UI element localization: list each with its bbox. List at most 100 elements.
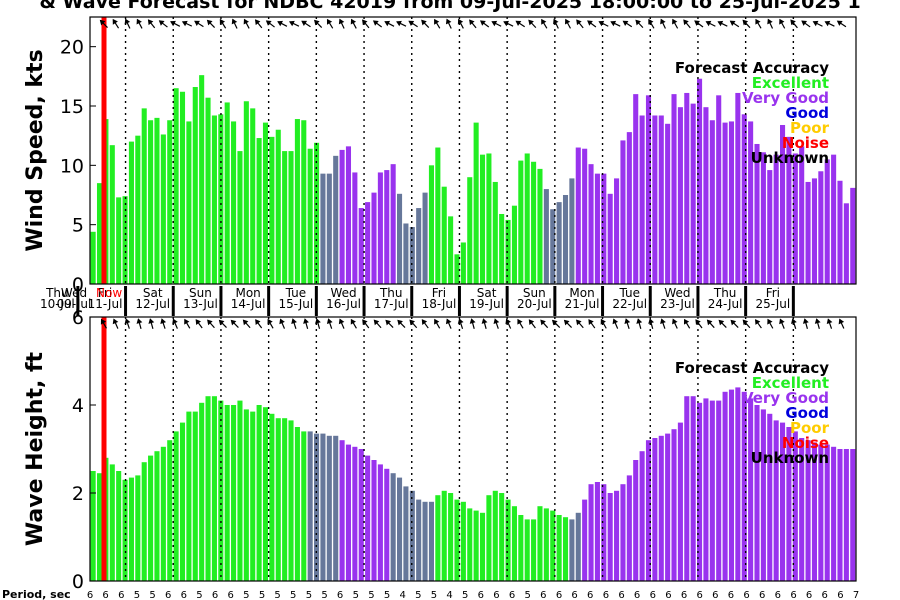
wave-bar <box>524 519 530 581</box>
period-value: 5 <box>321 590 327 600</box>
period-value: 6 <box>118 590 124 600</box>
day-date-label: 13-Jul <box>183 297 218 311</box>
period-value: 6 <box>790 590 796 600</box>
wind-bar <box>492 181 498 284</box>
wave-bar <box>531 519 537 581</box>
wind-bar <box>556 202 562 284</box>
period-value: 6 <box>212 590 218 600</box>
day-label-strip: Wed09-JulThu10-JulFri11-JulSat12-JulSun1… <box>40 286 856 316</box>
wind-bar <box>645 95 652 284</box>
period-value: 5 <box>290 590 296 600</box>
wave-bar <box>192 411 198 581</box>
wave-bar <box>492 490 498 581</box>
wind-bar <box>358 208 364 284</box>
wave-bar <box>575 512 581 581</box>
direction-arrow-icon <box>588 319 596 329</box>
legend-entry: Noise <box>782 134 829 152</box>
wind-bar <box>282 151 288 284</box>
direction-arrow-icon <box>493 318 500 329</box>
day-name-label: Mon <box>569 286 594 300</box>
wind-bar <box>728 121 735 285</box>
wind-bar <box>479 154 486 284</box>
wave-bar <box>665 433 671 581</box>
wave-bar <box>448 493 454 581</box>
direction-arrow-icon <box>373 319 382 329</box>
wind-bar <box>371 192 377 284</box>
direction-arrow-icon <box>706 319 715 329</box>
period-value: 6 <box>712 590 718 600</box>
wind-bar <box>614 178 620 284</box>
direction-arrow-icon <box>255 319 263 329</box>
day-name-label: Wed <box>61 286 87 300</box>
direction-arrow-icon <box>801 20 811 28</box>
direction-arrow-icon <box>563 319 573 328</box>
wind-bar <box>224 102 230 284</box>
legend-entry: Very Good <box>742 389 829 407</box>
wave-bar <box>626 475 632 581</box>
wind-bar <box>658 115 664 285</box>
wind-bar <box>173 88 179 284</box>
wind-bar <box>601 173 607 284</box>
day-date-label: 21-Jul <box>565 297 600 311</box>
direction-arrow-icon <box>528 319 536 329</box>
direction-arrow-icon <box>826 318 833 329</box>
day-date-label: 20-Jul <box>517 297 552 311</box>
wind-bar <box>799 146 805 284</box>
direction-arrow-icon <box>683 19 691 29</box>
wave-bar <box>339 440 345 581</box>
period-value: 6 <box>665 590 671 600</box>
direction-arrow-icon <box>194 20 204 28</box>
direction-arrow-icon <box>172 318 178 329</box>
direction-arrow-icon <box>230 319 239 328</box>
wave-bar <box>90 471 96 581</box>
wave-bar <box>799 438 805 581</box>
wave-bar <box>684 396 690 581</box>
wave-bar <box>671 429 677 581</box>
wave-bar <box>786 427 792 581</box>
period-value: 6 <box>806 590 812 600</box>
direction-arrow-icon <box>576 319 584 329</box>
direction-arrow-icon <box>421 319 429 329</box>
direction-arrow-icon <box>136 318 143 329</box>
direction-arrow-icon <box>729 20 740 28</box>
direction-arrow-icon <box>814 318 821 329</box>
wave-bar <box>116 471 122 581</box>
wave-bar <box>211 396 217 581</box>
direction-arrow-icon <box>315 318 321 329</box>
wave-bar <box>850 449 856 581</box>
direction-arrow-icon <box>338 318 345 329</box>
wind-bar <box>409 227 415 284</box>
wave-bar <box>294 427 300 581</box>
wind-bar <box>569 178 575 284</box>
period-value: 6 <box>743 590 749 600</box>
wind-bar <box>128 141 134 284</box>
wind-bar <box>250 108 256 285</box>
direction-arrow-icon <box>385 319 394 328</box>
wave-bar <box>428 501 434 581</box>
y-tick-label: 20 <box>60 37 84 59</box>
wave-bar <box>345 444 352 581</box>
wave-bar <box>754 405 760 581</box>
wave-bar <box>307 431 313 581</box>
wind-bar <box>135 135 141 284</box>
direction-arrow-icon <box>517 318 524 329</box>
direction-arrow-icon <box>767 318 774 329</box>
wind-bar <box>524 153 530 284</box>
legend-entry: Unknown <box>751 149 829 167</box>
wind-bar <box>684 92 690 284</box>
period-value: 6 <box>181 590 187 600</box>
wave-bar <box>224 405 230 581</box>
wind-bar <box>537 168 543 284</box>
wave-bar <box>709 400 715 581</box>
direction-arrow-icon <box>100 318 108 329</box>
day-date-label: 09-Jul <box>57 297 92 311</box>
direction-arrow-icon <box>838 318 845 329</box>
wind-bar <box>320 173 326 284</box>
direction-arrow-icon <box>836 20 847 28</box>
direction-arrow-icon <box>576 19 584 29</box>
direction-arrow-icon <box>265 20 275 28</box>
wind-bar <box>179 91 186 284</box>
direction-arrow-icon <box>362 19 370 29</box>
wind-bar <box>786 136 792 284</box>
wind-bar <box>607 193 613 284</box>
